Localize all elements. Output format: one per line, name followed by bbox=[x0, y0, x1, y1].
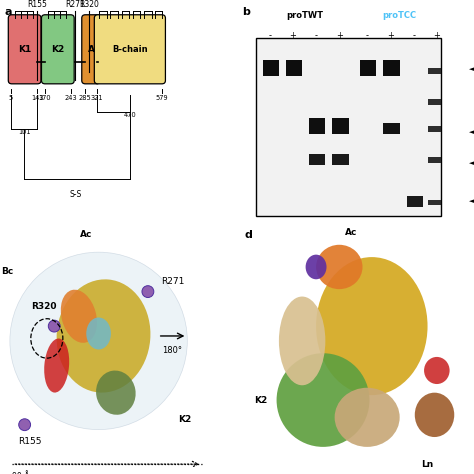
Ellipse shape bbox=[316, 245, 363, 289]
Text: 170: 170 bbox=[39, 95, 51, 101]
Text: R271: R271 bbox=[65, 0, 85, 9]
Bar bbox=[383, 60, 400, 76]
Text: R320: R320 bbox=[32, 302, 57, 311]
Text: K2: K2 bbox=[51, 45, 64, 54]
Text: ◄ K2: ◄ K2 bbox=[469, 198, 474, 204]
Text: d: d bbox=[244, 230, 252, 240]
Text: ◄ Pre: ◄ Pre bbox=[469, 129, 474, 135]
Ellipse shape bbox=[44, 338, 69, 392]
Text: 243: 243 bbox=[64, 95, 77, 101]
Ellipse shape bbox=[86, 318, 111, 349]
FancyBboxPatch shape bbox=[82, 15, 100, 84]
Bar bbox=[428, 126, 441, 132]
Text: +: + bbox=[336, 31, 343, 40]
Ellipse shape bbox=[56, 279, 150, 392]
Ellipse shape bbox=[142, 286, 154, 298]
Text: 180°: 180° bbox=[163, 346, 182, 355]
Ellipse shape bbox=[306, 255, 327, 279]
Text: -: - bbox=[412, 31, 415, 40]
FancyBboxPatch shape bbox=[42, 15, 74, 84]
Text: A: A bbox=[88, 45, 94, 54]
Bar bbox=[428, 157, 441, 163]
Text: Bc: Bc bbox=[1, 267, 14, 276]
Ellipse shape bbox=[316, 257, 428, 395]
Text: ◄ F1: ◄ F1 bbox=[469, 160, 474, 166]
Text: 579: 579 bbox=[155, 95, 168, 101]
Bar bbox=[428, 200, 441, 205]
Text: K2: K2 bbox=[254, 396, 267, 404]
Bar bbox=[407, 196, 423, 208]
Ellipse shape bbox=[19, 419, 30, 430]
Text: R155: R155 bbox=[27, 0, 47, 9]
Text: +: + bbox=[290, 31, 296, 40]
Ellipse shape bbox=[277, 353, 370, 447]
Text: b: b bbox=[242, 7, 250, 17]
Bar bbox=[255, 38, 441, 216]
Text: proTWT: proTWT bbox=[286, 11, 323, 20]
Text: -: - bbox=[315, 31, 318, 40]
Text: 321: 321 bbox=[91, 95, 103, 101]
Text: K1: K1 bbox=[18, 45, 31, 54]
Text: R320: R320 bbox=[79, 0, 99, 9]
Ellipse shape bbox=[424, 357, 450, 384]
Bar bbox=[286, 60, 302, 76]
Bar bbox=[309, 118, 325, 134]
Text: 470: 470 bbox=[124, 112, 137, 118]
Bar bbox=[428, 100, 441, 105]
Text: Ac: Ac bbox=[345, 228, 357, 237]
Text: R271: R271 bbox=[161, 277, 184, 286]
Text: 143: 143 bbox=[31, 95, 44, 101]
Text: proTCC: proTCC bbox=[383, 11, 417, 20]
Text: a: a bbox=[5, 7, 12, 17]
Text: R155: R155 bbox=[18, 438, 41, 447]
Ellipse shape bbox=[48, 320, 60, 332]
Ellipse shape bbox=[10, 252, 187, 429]
Text: 101: 101 bbox=[18, 129, 30, 136]
Text: ◄ pro: ◄ pro bbox=[469, 66, 474, 73]
FancyBboxPatch shape bbox=[8, 15, 41, 84]
Ellipse shape bbox=[61, 290, 97, 343]
Ellipse shape bbox=[96, 371, 136, 415]
Text: S-S: S-S bbox=[70, 190, 82, 199]
Text: 5: 5 bbox=[9, 95, 13, 101]
Text: Ln: Ln bbox=[421, 460, 434, 469]
Bar bbox=[383, 123, 400, 134]
Text: -: - bbox=[268, 31, 271, 40]
Bar bbox=[332, 154, 348, 165]
Bar bbox=[263, 60, 279, 76]
Ellipse shape bbox=[415, 392, 454, 437]
Bar bbox=[360, 60, 376, 76]
Text: Ac: Ac bbox=[80, 230, 92, 239]
Text: K2: K2 bbox=[178, 415, 191, 424]
Text: -: - bbox=[365, 31, 369, 40]
FancyBboxPatch shape bbox=[94, 15, 165, 84]
Ellipse shape bbox=[279, 297, 325, 385]
Text: +: + bbox=[433, 31, 440, 40]
Bar bbox=[309, 154, 325, 165]
Ellipse shape bbox=[335, 388, 400, 447]
Text: 285: 285 bbox=[79, 95, 91, 101]
Bar bbox=[428, 68, 441, 74]
Text: 90 Å: 90 Å bbox=[12, 472, 30, 474]
Text: +: + bbox=[387, 31, 394, 40]
Bar bbox=[332, 118, 348, 134]
Text: B-chain: B-chain bbox=[112, 45, 148, 54]
